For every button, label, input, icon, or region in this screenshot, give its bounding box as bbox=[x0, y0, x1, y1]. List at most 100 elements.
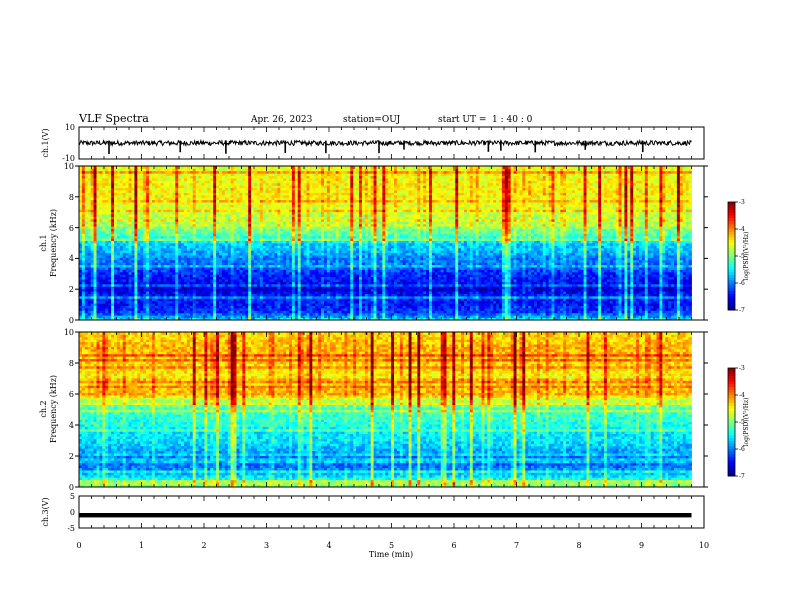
spectrogram-cell bbox=[592, 310, 595, 313]
spectrogram-cell bbox=[88, 279, 91, 282]
spectrogram-cell bbox=[289, 294, 292, 297]
spectrogram-cell bbox=[155, 306, 158, 309]
spectrogram-cell bbox=[161, 282, 164, 285]
spectrogram-cell bbox=[630, 308, 633, 311]
spectrogram-cell bbox=[391, 294, 394, 297]
spectrogram-cell bbox=[546, 267, 549, 270]
spectrogram-cell bbox=[350, 282, 353, 285]
spectrogram-cell bbox=[458, 269, 461, 272]
spectrogram-cell bbox=[169, 262, 172, 265]
spectrogram-cell bbox=[277, 262, 280, 265]
spectrogram-cell bbox=[619, 267, 622, 270]
spectrogram-cell bbox=[304, 306, 307, 309]
spectrogram-cell bbox=[645, 301, 648, 304]
spectrogram-cell bbox=[680, 308, 683, 311]
spectrogram-cell bbox=[517, 303, 520, 306]
spectrogram-cell bbox=[155, 294, 158, 297]
spectrogram-cell bbox=[493, 294, 496, 297]
spectrogram-cell bbox=[470, 296, 473, 299]
spectrogram-cell bbox=[659, 313, 662, 316]
spectrogram-cell bbox=[266, 267, 269, 270]
spectrogram-cell bbox=[140, 301, 143, 304]
spectrogram-cell bbox=[283, 269, 286, 272]
spectrogram-cell bbox=[458, 274, 461, 277]
spectrogram-cell bbox=[639, 306, 642, 309]
spectrogram-cell bbox=[619, 306, 622, 309]
spectrogram-cell bbox=[522, 294, 525, 297]
spectrogram-cell bbox=[642, 310, 645, 313]
spectrogram-cell bbox=[257, 269, 260, 272]
spectrogram-cell bbox=[540, 296, 543, 299]
spectrogram-cell bbox=[400, 306, 403, 309]
spectrogram-cell bbox=[149, 310, 152, 313]
spectrogram-cell bbox=[175, 279, 178, 282]
spectrogram-cell bbox=[455, 308, 458, 311]
spectrogram-cell bbox=[178, 272, 181, 275]
spectrogram-cell bbox=[342, 272, 345, 275]
spectrogram-cell bbox=[484, 265, 487, 268]
spectrogram-cell bbox=[683, 284, 686, 287]
spectrogram-cell bbox=[289, 303, 292, 306]
spectrogram-cell bbox=[315, 282, 318, 285]
spectrogram-cell bbox=[461, 279, 464, 282]
spectrogram-cell bbox=[531, 265, 534, 268]
spectrogram-cell bbox=[572, 277, 575, 280]
spectrogram-cell bbox=[143, 310, 146, 313]
spectrogram-cell bbox=[126, 286, 129, 289]
spectrogram-cell bbox=[132, 262, 135, 265]
spectrogram-cell bbox=[260, 308, 263, 311]
spectrogram-cell bbox=[379, 269, 382, 272]
spectrogram-cell bbox=[120, 291, 123, 294]
spectrogram-cell bbox=[245, 306, 248, 309]
spectrogram-cell bbox=[566, 272, 569, 275]
spectrogram-cell bbox=[117, 274, 120, 277]
spectrogram-cell bbox=[388, 298, 391, 301]
spectrogram-cell bbox=[522, 296, 525, 299]
spectrogram-cell bbox=[272, 315, 275, 318]
spectrogram-cell bbox=[482, 298, 485, 301]
spectrogram-cell bbox=[251, 308, 254, 311]
spectrogram-cell bbox=[175, 313, 178, 316]
spectrogram-cell bbox=[181, 289, 184, 292]
spectrogram-cell bbox=[82, 294, 85, 297]
spectrogram-cell bbox=[202, 303, 205, 306]
spectrogram-cell bbox=[280, 286, 283, 289]
spectrogram-cell bbox=[97, 315, 100, 318]
spectrogram-cell bbox=[397, 310, 400, 313]
spectrogram-cell bbox=[167, 265, 170, 268]
spectrogram-cell bbox=[82, 262, 85, 265]
spectrogram-cell bbox=[280, 315, 283, 318]
spectrogram-cell bbox=[309, 282, 312, 285]
spectrogram-cell bbox=[356, 291, 359, 294]
spectrogram-cell bbox=[613, 303, 616, 306]
spectrogram-cell bbox=[342, 315, 345, 318]
spectrogram-cell bbox=[167, 262, 170, 265]
spectrogram-cell bbox=[543, 291, 546, 294]
spectrogram-cell bbox=[234, 315, 237, 318]
spectrogram-cell bbox=[108, 274, 111, 277]
spectrogram-cell bbox=[269, 269, 272, 272]
spectrogram-cell bbox=[394, 296, 397, 299]
spectrogram-cell bbox=[511, 294, 514, 297]
spectrogram-cell bbox=[152, 282, 155, 285]
spectrogram-cell bbox=[102, 306, 105, 309]
spectrogram-cell bbox=[210, 269, 213, 272]
spectrogram-cell bbox=[193, 279, 196, 282]
spectrogram-cell bbox=[525, 303, 528, 306]
spectrogram-cell bbox=[391, 303, 394, 306]
spectrogram-cell bbox=[479, 274, 482, 277]
spectrogram-cell bbox=[137, 272, 140, 275]
spectrogram-cell bbox=[304, 291, 307, 294]
spectrogram-cell bbox=[659, 291, 662, 294]
spectrogram-cell bbox=[292, 274, 295, 277]
spectrogram-cell bbox=[219, 274, 222, 277]
spectrogram-cell bbox=[589, 274, 592, 277]
spectrogram-cell bbox=[648, 274, 651, 277]
spectrogram-cell bbox=[222, 296, 225, 299]
spectrogram-cell bbox=[158, 303, 161, 306]
spectrogram-cell bbox=[505, 282, 508, 285]
spectrogram-cell bbox=[111, 284, 114, 287]
spectrogram-cell bbox=[312, 286, 315, 289]
spectrogram-cell bbox=[344, 291, 347, 294]
spectrogram-cell bbox=[225, 303, 228, 306]
